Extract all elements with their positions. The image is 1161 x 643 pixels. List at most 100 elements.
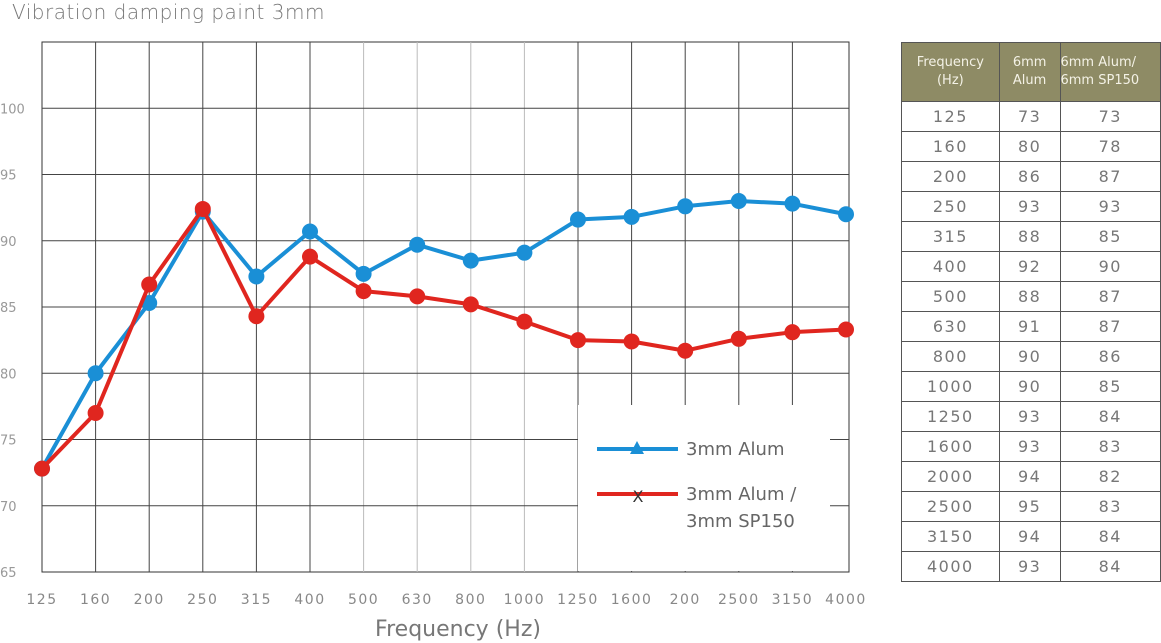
x-tick-label: 630 (402, 592, 433, 608)
y-tick-label: 95 (0, 169, 17, 184)
y-tick-label: 80 (0, 367, 17, 382)
table-cell: 78 (1059, 131, 1161, 162)
data-point (623, 208, 640, 225)
data-point (141, 276, 158, 293)
table-cell: 315 (901, 221, 1000, 252)
data-point (355, 265, 372, 282)
data-point (34, 460, 50, 477)
data-point (462, 296, 479, 313)
table-cell: 800 (901, 341, 1000, 372)
series-line-1 (40, 206, 847, 471)
table-row: 315 88 85 (901, 221, 1161, 252)
data-point (730, 193, 747, 209)
data-point (355, 283, 372, 300)
chart-title: Vibration damping paint 3mm (12, 0, 325, 24)
table-row: 4000 93 84 (901, 551, 1161, 582)
table-row: 800 90 86 (901, 341, 1161, 372)
table-row: 1250 93 84 (901, 401, 1161, 432)
table-row: 200 86 87 (901, 161, 1161, 192)
table-cell: 95 (998, 491, 1061, 522)
data-point (248, 308, 265, 325)
data-point (838, 206, 854, 223)
table-cell: 84 (1059, 521, 1161, 552)
x-tick-label: 250 (187, 592, 218, 608)
table-header: Frequency (Hz) (901, 42, 1000, 102)
legend-box (578, 405, 830, 571)
x-tick-label: 315 (241, 592, 272, 608)
data-point (409, 288, 426, 305)
table-cell: 87 (1059, 161, 1161, 192)
table-cell: 85 (1059, 371, 1161, 402)
data-point (677, 342, 694, 359)
table-row: 1000 90 85 (901, 371, 1161, 402)
table-cell: 1000 (901, 371, 1000, 402)
data-point (302, 248, 318, 265)
data-point (730, 330, 747, 347)
table-cell: 80 (998, 131, 1061, 162)
series-line-0 (40, 199, 847, 470)
data-point (623, 333, 640, 350)
data-point (302, 223, 318, 240)
table-cell: 400 (901, 251, 1000, 282)
data-point (570, 211, 586, 228)
y-tick-label: 70 (0, 500, 17, 515)
table-cell: 93 (998, 431, 1061, 462)
data-point (677, 198, 694, 215)
table-row: 500 88 87 (901, 281, 1161, 312)
data-point (570, 332, 586, 349)
data-point (409, 236, 426, 253)
table-cell: 160 (901, 131, 1000, 162)
table-cell: 88 (998, 221, 1061, 252)
table-row: 250 93 93 (901, 191, 1161, 222)
line-chart: 125 160 200 250 315 400 500 630 800 1000 1250 1600 2… (0, 41, 867, 642)
y-tick-label: 90 (0, 235, 17, 250)
table-cell: 87 (1059, 281, 1161, 312)
table-cell: 85 (1059, 221, 1161, 252)
table-cell: 4000 (901, 551, 1000, 582)
table-row: 2000 94 82 (901, 461, 1161, 492)
y-tick-label: 65 (0, 566, 17, 581)
data-point (516, 244, 533, 261)
table-cell: 83 (1059, 431, 1161, 462)
legend-label: 3mm SP150 (686, 511, 795, 532)
x-tick-label: 125 (26, 592, 57, 608)
data-point (516, 313, 533, 330)
y-tick-label: 75 (0, 434, 17, 449)
table-cell: 84 (1059, 401, 1161, 432)
table-cell: 87 (1059, 311, 1161, 342)
x-tick-label: 1600 (611, 592, 653, 608)
x-tick-label: 4000 (825, 592, 867, 608)
table-cell: 73 (1059, 101, 1161, 132)
data-point (784, 324, 801, 341)
table-header: 6mm Alum (998, 42, 1061, 102)
table-cell: 93 (998, 401, 1061, 432)
x-tick-label: 3150 (772, 592, 814, 608)
x-axis-label: Frequency (Hz) (375, 617, 541, 642)
table-cell: 86 (998, 161, 1061, 192)
x-marker-icon: X (633, 487, 644, 506)
x-tick-label: 400 (294, 592, 325, 608)
table-cell: 73 (998, 101, 1061, 132)
y-tick-label: 100 (0, 102, 25, 117)
table-cell: 84 (1059, 551, 1161, 582)
table-cell: 94 (998, 521, 1061, 552)
table-row: 630 91 87 (901, 311, 1161, 342)
table-row: 2500 95 83 (901, 491, 1161, 522)
data-point (462, 252, 479, 269)
table-header: 6mm Alum/6mm SP150 (1059, 42, 1161, 102)
data-point (87, 365, 104, 382)
table-cell: 93 (998, 551, 1061, 582)
data-point (838, 321, 854, 338)
x-tick-label: 200 (134, 592, 165, 608)
legend-label: 3mm Alum / (686, 484, 797, 505)
x-tick-label: 200 (670, 592, 701, 608)
table-cell: 500 (901, 281, 1000, 312)
data-point (248, 268, 265, 285)
data-point (87, 405, 104, 421)
table-cell: 125 (901, 101, 1000, 132)
x-tick-label: 160 (80, 592, 111, 608)
x-tick-label: 800 (455, 592, 486, 608)
table-cell: 83 (1059, 491, 1161, 522)
table-row: 3150 94 84 (901, 521, 1161, 552)
table-cell: 200 (901, 161, 1000, 192)
